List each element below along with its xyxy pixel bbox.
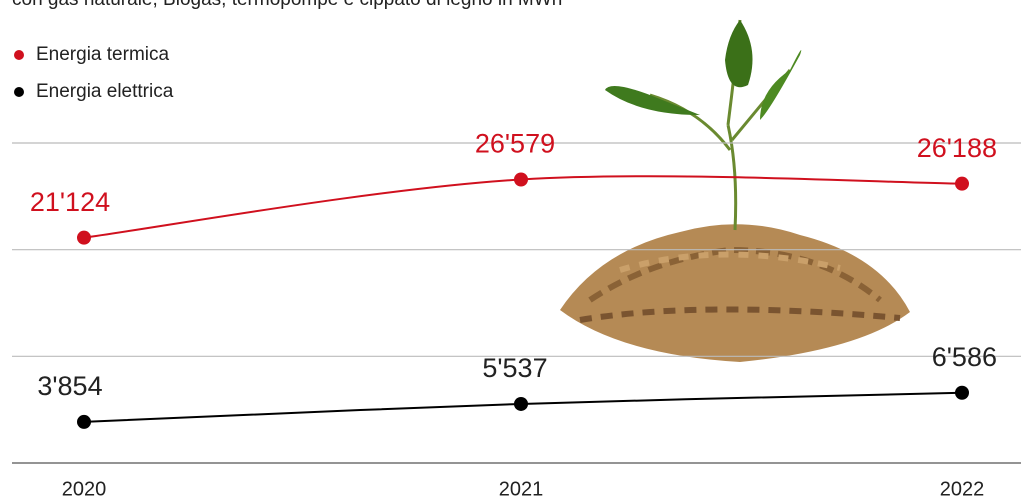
data-label: 5'537 [482,353,547,383]
legend-marker [14,87,24,97]
data-label: 6'586 [932,342,997,372]
decoration-pellets [560,19,910,362]
data-label: 26'579 [475,129,555,159]
data-point [514,172,528,187]
data-point [955,176,969,191]
data-point [77,230,91,245]
legend-marker [14,50,24,60]
x-tick-label: 2021 [499,478,544,498]
data-point [955,385,969,400]
data-point [77,414,91,429]
legend-label: Energia termica [36,44,169,65]
data-label: 26'188 [917,133,997,163]
data-label: 3'854 [37,371,102,401]
x-tick-label: 2022 [940,478,985,498]
data-point [514,396,528,411]
legend-label: Energia elettrica [36,81,174,102]
data-label: 21'124 [30,187,110,217]
x-tick-label: 2020 [62,478,107,498]
chart-subtitle: con gas naturale, Biogas, termopompe e c… [12,0,562,10]
